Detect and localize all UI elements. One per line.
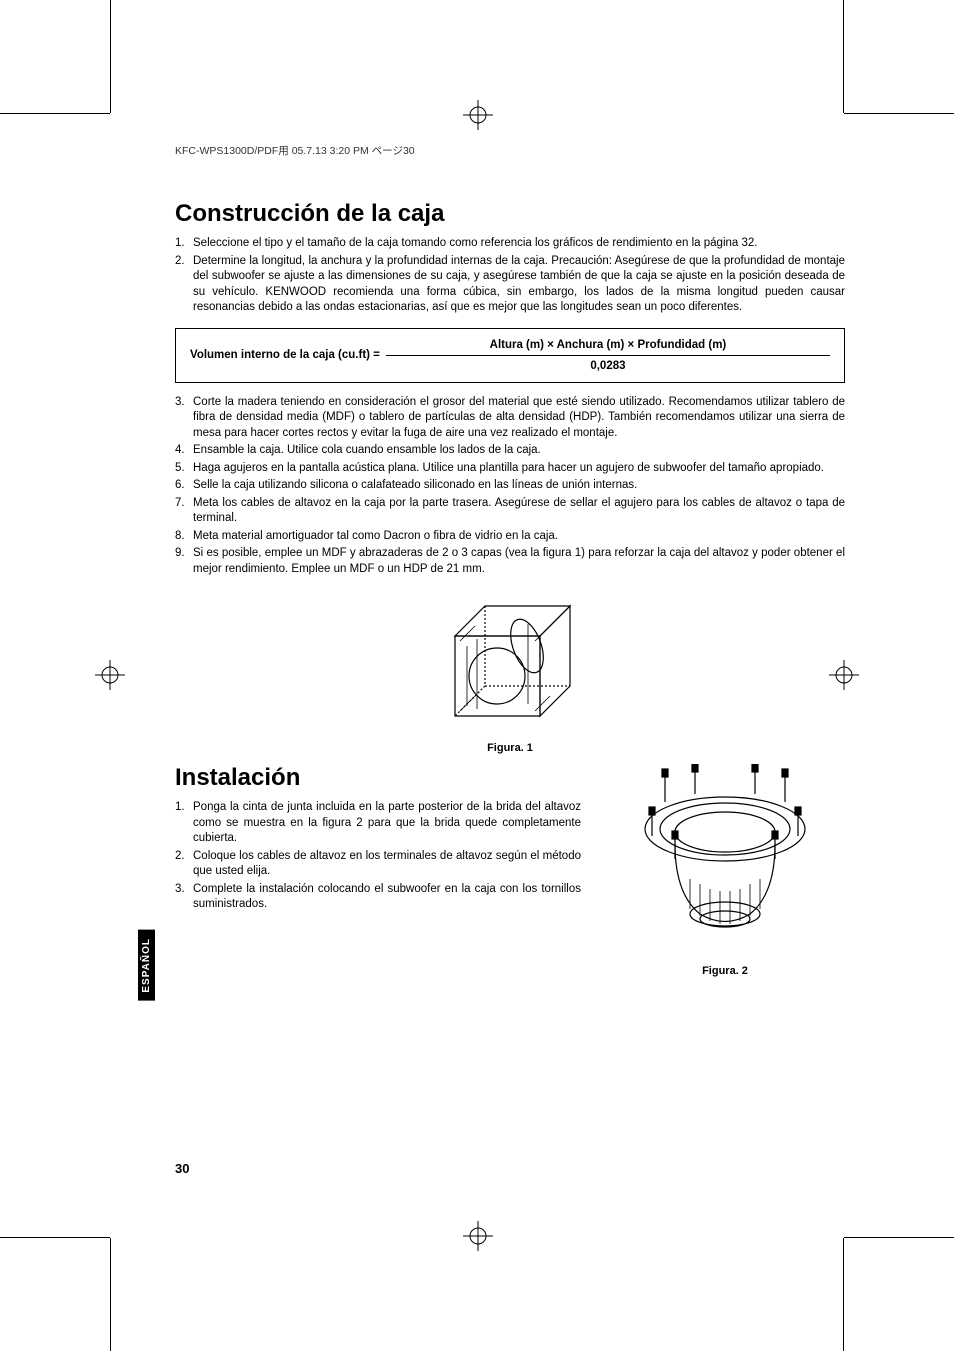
crop-mark <box>843 0 844 113</box>
formula-left: Volumen interno de la caja (cu.ft) = <box>190 349 380 361</box>
installation-text: Instalación 1.Ponga la cinta de junta in… <box>175 764 581 977</box>
item-number: 2. <box>175 254 193 316</box>
crop-mark <box>110 1238 111 1351</box>
item-text: Coloque los cables de altavoz en los ter… <box>193 849 581 880</box>
list-item: 1. Seleccione el tipo y el tamaño de la … <box>175 236 845 252</box>
item-number: 1. <box>175 800 193 847</box>
crop-mark <box>844 1237 954 1238</box>
figure-1-caption: Figura. 1 <box>175 742 845 754</box>
list-item: 6.Selle la caja utilizando silicona o ca… <box>175 478 845 494</box>
list-item: 8.Meta material amortiguador tal como Da… <box>175 529 845 545</box>
item-number: 4. <box>175 443 193 459</box>
construction-list-2: 3.Corte la madera teniendo en considerac… <box>175 395 845 578</box>
construction-list-1: 1. Seleccione el tipo y el tamaño de la … <box>175 236 845 316</box>
item-number: 9. <box>175 546 193 577</box>
figure-2: Figura. 2 <box>605 764 845 977</box>
list-item: 3.Corte la madera teniendo en considerac… <box>175 395 845 442</box>
formula-numerator: Altura (m) × Anchura (m) × Profundidad (… <box>386 339 830 356</box>
list-item: 2.Coloque los cables de altavoz en los t… <box>175 849 581 880</box>
crop-mark <box>843 1238 844 1351</box>
item-text: Ensamble la caja. Utilice cola cuando en… <box>193 443 845 459</box>
item-number: 5. <box>175 461 193 477</box>
item-text: Determine la longitud, la anchura y la p… <box>193 254 845 316</box>
list-item: 3.Complete la instalación colocando el s… <box>175 882 581 913</box>
item-text: Corte la madera teniendo en consideració… <box>193 395 845 442</box>
item-number: 3. <box>175 882 193 913</box>
registration-mark-icon <box>463 1221 493 1251</box>
list-item: 9.Si es posible, emplee un MDF y abrazad… <box>175 546 845 577</box>
item-number: 3. <box>175 395 193 442</box>
crop-mark <box>0 113 110 114</box>
speaker-diagram-icon <box>630 764 820 954</box>
section-title-installation: Instalación <box>175 764 581 792</box>
item-text: Ponga la cinta de junta incluida en la p… <box>193 800 581 847</box>
item-text: Meta material amortiguador tal como Dacr… <box>193 529 845 545</box>
formula-fraction: Altura (m) × Anchura (m) × Profundidad (… <box>386 339 830 372</box>
crop-mark <box>844 113 954 114</box>
formula-box: Volumen interno de la caja (cu.ft) = Alt… <box>175 328 845 383</box>
item-text: Seleccione el tipo y el tamaño de la caj… <box>193 236 845 252</box>
page-content: Construcción de la caja 1. Seleccione el… <box>175 200 845 977</box>
language-tab: ESPAÑOL <box>138 930 155 1001</box>
item-number: 6. <box>175 478 193 494</box>
item-number: 2. <box>175 849 193 880</box>
crop-mark <box>110 0 111 113</box>
item-text: Si es posible, emplee un MDF y abrazader… <box>193 546 845 577</box>
crop-mark <box>0 1237 110 1238</box>
box-diagram-icon <box>430 591 590 731</box>
list-item: 4.Ensamble la caja. Utilice cola cuando … <box>175 443 845 459</box>
list-item: 2. Determine la longitud, la anchura y l… <box>175 254 845 316</box>
item-text: Complete la instalación colocando el sub… <box>193 882 581 913</box>
document-header: KFC-WPS1300D/PDF用 05.7.13 3:20 PM ページ30 <box>175 143 415 158</box>
figure-1: Figura. 1 <box>175 591 845 754</box>
installation-section: Instalación 1.Ponga la cinta de junta in… <box>175 764 845 977</box>
item-number: 7. <box>175 496 193 527</box>
list-item: 5.Haga agujeros en la pantalla acústica … <box>175 461 845 477</box>
item-number: 8. <box>175 529 193 545</box>
section-title-construction: Construcción de la caja <box>175 200 845 228</box>
item-number: 1. <box>175 236 193 252</box>
item-text: Haga agujeros en la pantalla acústica pl… <box>193 461 845 477</box>
figure-2-caption: Figura. 2 <box>605 965 845 977</box>
page-number: 30 <box>175 1161 189 1176</box>
formula-denominator: 0,0283 <box>590 356 625 372</box>
registration-mark-icon <box>95 660 125 690</box>
item-text: Selle la caja utilizando silicona o cala… <box>193 478 845 494</box>
item-text: Meta los cables de altavoz en la caja po… <box>193 496 845 527</box>
list-item: 7.Meta los cables de altavoz en la caja … <box>175 496 845 527</box>
registration-mark-icon <box>463 100 493 130</box>
installation-list: 1.Ponga la cinta de junta incluida en la… <box>175 800 581 913</box>
list-item: 1.Ponga la cinta de junta incluida en la… <box>175 800 581 847</box>
